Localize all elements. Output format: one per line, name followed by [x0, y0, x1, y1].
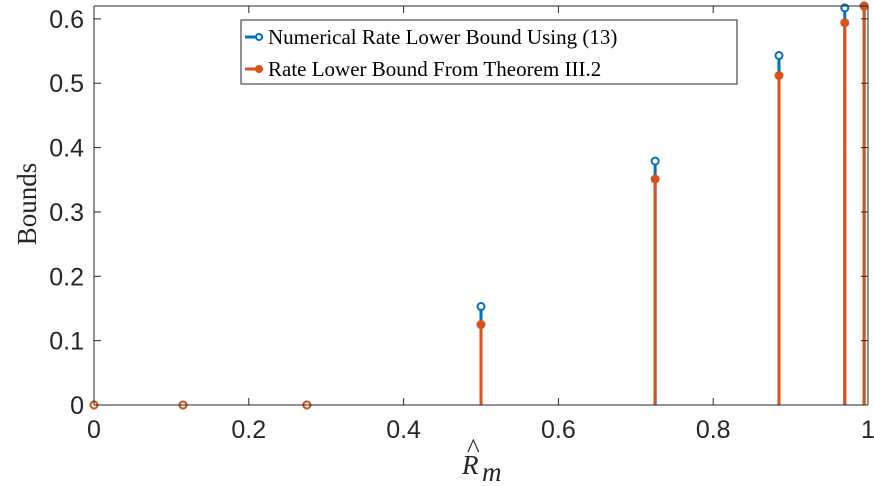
- legend: Numerical Rate Lower Bound Using (13) Ra…: [240, 19, 738, 85]
- x-axis-label: R ^ m: [461, 433, 502, 486]
- legend-marker-numerical: [255, 33, 263, 41]
- marker-theorem: [774, 71, 784, 81]
- y-tick-label: 0.2: [49, 263, 84, 291]
- x-tick-label: 0: [87, 416, 101, 444]
- legend-marker-theorem: [255, 65, 263, 73]
- svg-text:R: R: [461, 450, 479, 480]
- marker-numerical: [476, 302, 486, 312]
- x-tick-label: 0.2: [231, 416, 266, 444]
- marker-theorem: [476, 320, 486, 330]
- y-tick-label: 0: [70, 392, 84, 420]
- legend-label-numerical: Numerical Rate Lower Bound Using (13): [268, 25, 617, 49]
- x-tick-label: 0.8: [696, 416, 731, 444]
- x-tick-label: 0.4: [386, 416, 421, 444]
- axes-layer: [93, 5, 869, 406]
- y-tick-label: 0.6: [49, 6, 84, 34]
- marker-numerical: [774, 51, 784, 61]
- legend-entry-numerical: Numerical Rate Lower Bound Using (13): [245, 25, 617, 49]
- marker-numerical: [840, 3, 850, 13]
- y-tick-label: 0.3: [49, 199, 84, 227]
- y-tick-label: 0.5: [49, 70, 84, 98]
- legend-entry-theorem: Rate Lower Bound From Theorem III.2: [245, 57, 601, 81]
- legend-label-theorem: Rate Lower Bound From Theorem III.2: [268, 57, 601, 81]
- legend-box: [240, 19, 738, 85]
- y-tick-label: 0.1: [49, 328, 84, 356]
- marker-theorem: [650, 174, 660, 184]
- y-tick-label: 0.4: [49, 135, 84, 163]
- tick-layer: 0 0.2 0.4 0.6 0.8 1 0 0.1 0.2 0.3 0.4 0.5 0.6: [49, 6, 874, 444]
- y-axis-label: Bounds: [12, 163, 42, 246]
- marker-numerical: [650, 156, 660, 166]
- x-tick-label: 0.6: [541, 416, 576, 444]
- marker-theorem: [840, 18, 850, 28]
- x-tick-label: 1: [861, 416, 874, 444]
- svg-text:^: ^: [467, 433, 480, 463]
- svg-text:m: m: [482, 457, 502, 486]
